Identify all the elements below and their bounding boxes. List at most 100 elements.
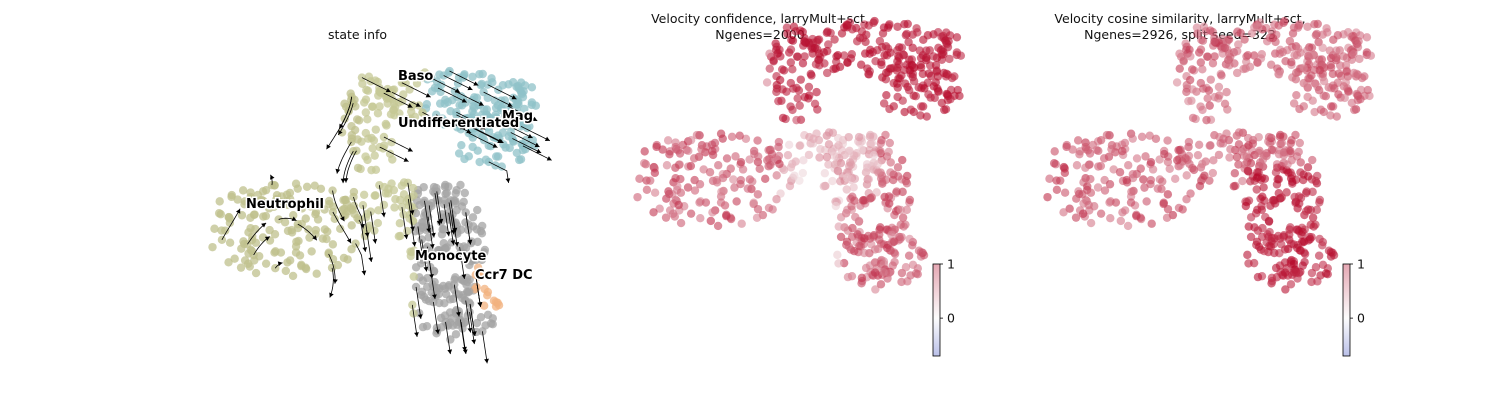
data-point	[419, 198, 429, 208]
data-point	[1270, 248, 1279, 258]
data-point	[1243, 166, 1253, 175]
streamline	[391, 91, 421, 107]
streamline	[411, 304, 418, 337]
data-point	[1132, 154, 1142, 163]
streamline	[407, 182, 414, 215]
data-point	[477, 255, 487, 265]
data-point	[287, 225, 296, 235]
data-point	[1146, 158, 1156, 167]
data-point	[1354, 37, 1363, 46]
streamline	[445, 322, 451, 355]
data-point	[390, 111, 399, 120]
data-point	[732, 197, 741, 206]
data-point	[468, 222, 478, 231]
data-point	[683, 183, 693, 192]
data-point	[665, 189, 674, 199]
data-point	[726, 164, 735, 173]
data-point	[1326, 111, 1335, 120]
data-point	[1083, 182, 1092, 191]
data-point	[844, 242, 854, 252]
data-point	[1196, 58, 1206, 67]
data-point	[497, 103, 506, 112]
data-point	[1257, 202, 1266, 211]
data-point	[922, 53, 931, 62]
data-point	[246, 192, 255, 202]
streamline	[437, 87, 467, 103]
streamline	[512, 138, 542, 154]
chart-title: Velocity confidence, larryMult+sct, Ngen…	[651, 11, 869, 42]
data-point	[869, 151, 879, 160]
data-point	[674, 200, 683, 210]
data-point	[919, 35, 928, 45]
data-point	[274, 215, 283, 224]
data-point	[1255, 18, 1265, 27]
data-point	[1243, 133, 1253, 143]
streamline-arrow	[291, 216, 297, 221]
data-point	[1285, 230, 1294, 239]
data-point	[798, 59, 808, 68]
streamline	[453, 284, 460, 317]
data-point	[1258, 223, 1267, 233]
data-point	[897, 71, 906, 80]
data-point	[1253, 58, 1262, 67]
data-point	[442, 243, 451, 252]
colorbar	[932, 263, 941, 357]
data-point	[1353, 91, 1363, 101]
data-point	[1111, 198, 1121, 207]
data-point	[1286, 139, 1295, 148]
data-point	[665, 150, 674, 159]
data-point	[1120, 138, 1130, 148]
data-point	[1118, 146, 1127, 156]
cluster-label: Undifferentiated	[398, 116, 519, 131]
data-point	[729, 175, 738, 184]
data-point	[899, 50, 908, 59]
data-point	[1155, 155, 1164, 164]
data-point	[752, 213, 762, 222]
data-point	[1050, 147, 1059, 156]
data-point	[1284, 168, 1293, 177]
data-point	[906, 105, 916, 114]
data-point	[829, 64, 838, 74]
data-point	[1148, 165, 1158, 174]
data-point	[865, 49, 874, 58]
data-point	[363, 155, 372, 165]
data-point	[1247, 29, 1257, 38]
data-point	[1185, 159, 1194, 169]
data-point	[1075, 150, 1084, 159]
data-point	[880, 192, 889, 202]
colorbar-tick-label: 0	[947, 311, 955, 326]
data-point	[824, 40, 833, 49]
data-point	[1314, 86, 1324, 95]
streamline-arrow	[450, 240, 456, 245]
data-point	[1086, 174, 1095, 184]
data-point	[283, 196, 292, 206]
data-point	[792, 115, 801, 125]
data-point	[1065, 204, 1074, 213]
data-point	[1321, 269, 1331, 278]
data-point	[397, 118, 407, 128]
data-point	[833, 166, 843, 175]
data-point	[876, 139, 885, 148]
streamline	[459, 246, 465, 279]
data-point	[925, 46, 935, 55]
streamline	[436, 191, 442, 224]
data-point	[390, 99, 399, 108]
data-point	[397, 202, 407, 212]
data-point	[1296, 246, 1305, 255]
data-point	[908, 241, 917, 250]
data-point	[893, 172, 903, 181]
data-point	[807, 71, 816, 80]
data-point	[877, 57, 886, 67]
data-point	[1220, 43, 1229, 53]
data-point	[879, 267, 888, 277]
streamline	[487, 84, 517, 100]
streamline-arrow	[532, 116, 538, 122]
streamline-arrow	[466, 128, 472, 134]
data-point	[876, 223, 885, 232]
data-point	[882, 90, 891, 100]
data-point	[432, 195, 442, 205]
data-point	[1118, 208, 1127, 217]
data-point	[1253, 272, 1263, 282]
data-point	[873, 244, 883, 254]
data-point	[1239, 64, 1248, 74]
